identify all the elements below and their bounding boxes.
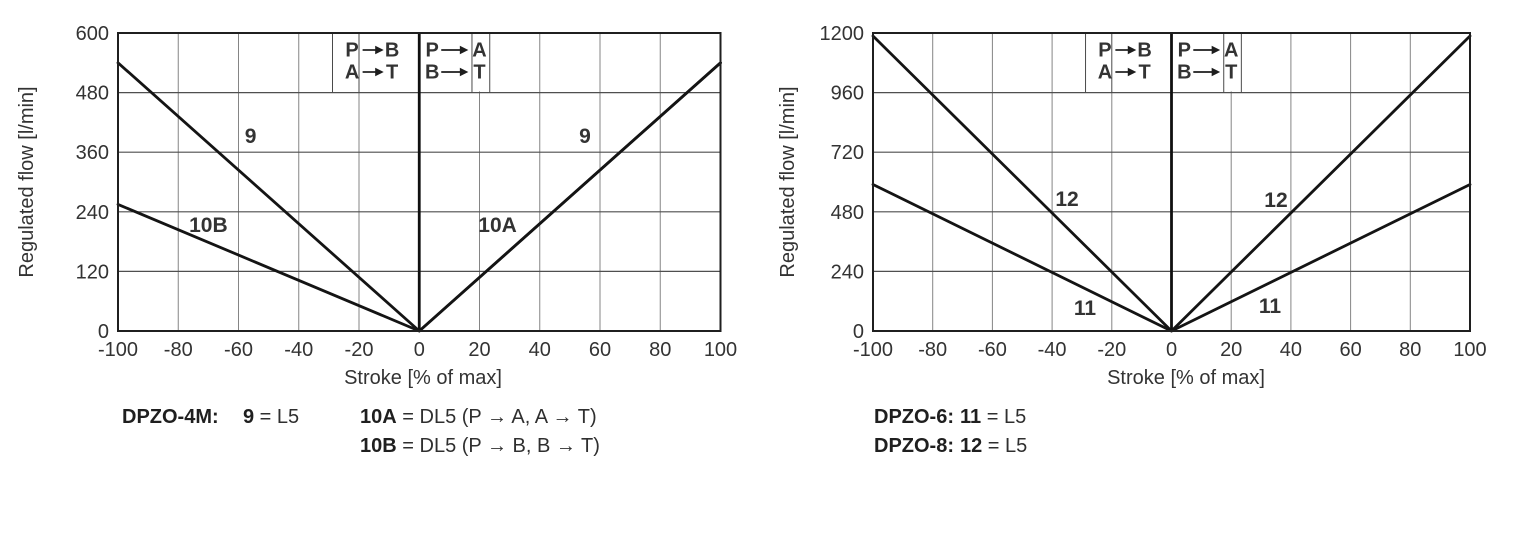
x-tick-label: -60 bbox=[224, 339, 253, 361]
legend-port-label: A bbox=[345, 62, 359, 84]
flow-arrow-head-icon bbox=[1127, 45, 1137, 55]
caption-curve-code: 12 bbox=[960, 435, 983, 457]
flow-arrow-head-icon bbox=[1211, 67, 1221, 77]
caption-curve-spool: = L5 bbox=[981, 406, 1027, 428]
legend-port-label: T bbox=[473, 62, 485, 84]
x-tick-label: 0 bbox=[414, 339, 425, 361]
x-tick-label: 0 bbox=[1166, 339, 1177, 361]
flow-arrow-head-icon bbox=[375, 45, 384, 55]
legend-port-label: T bbox=[1225, 62, 1237, 84]
x-tick-label: 80 bbox=[1399, 339, 1421, 361]
caption-dpzo-6-curve11: 11 = L5 bbox=[960, 405, 1026, 429]
x-tick-label: -80 bbox=[918, 339, 947, 361]
x-tick-label: -20 bbox=[345, 339, 374, 361]
caption-curve-code: 10B bbox=[360, 435, 397, 457]
caption-curve-spool: = DL5 (P → B, B → T) bbox=[396, 435, 600, 457]
flow-curve-10A bbox=[417, 61, 722, 333]
legend-port-label: A bbox=[1098, 62, 1112, 84]
y-tick-label: 0 bbox=[853, 321, 864, 343]
x-tick-label: -100 bbox=[98, 339, 138, 361]
y-tick-label: 240 bbox=[76, 202, 109, 224]
y-tick-label: 600 bbox=[76, 23, 109, 45]
x-tick-label: -80 bbox=[164, 339, 193, 361]
x-tick-label: 20 bbox=[1220, 339, 1242, 361]
flow-arrow-head-icon bbox=[1211, 45, 1221, 55]
x-tick-label: 80 bbox=[649, 339, 671, 361]
curve-label-10A: 10A bbox=[478, 214, 517, 237]
x-axis-title: Stroke [% of max] bbox=[344, 367, 502, 389]
caption-dpzo-6-model: DPZO-6: bbox=[874, 405, 954, 429]
flow-arrow-head-icon bbox=[375, 67, 384, 77]
legend-port-label: T bbox=[1139, 62, 1151, 84]
legend-port-label: B bbox=[1137, 40, 1151, 62]
caption-curve-code: 10A bbox=[360, 406, 397, 428]
legend-port-label: P bbox=[345, 40, 358, 62]
plot-border bbox=[872, 32, 1471, 332]
x-tick-label: -60 bbox=[978, 339, 1007, 361]
y-tick-label: 960 bbox=[831, 83, 864, 105]
x-tick-label: -40 bbox=[284, 339, 313, 361]
legend-port-label: P bbox=[1098, 40, 1111, 62]
y-tick-label: 1200 bbox=[820, 23, 865, 45]
y-tick-label: 120 bbox=[76, 261, 109, 283]
y-axis-title: Regulated flow [l/min] bbox=[777, 86, 799, 277]
y-tick-label: 360 bbox=[76, 142, 109, 164]
x-tick-label: 100 bbox=[704, 339, 737, 361]
flow-arrow-head-icon bbox=[459, 45, 469, 55]
x-tick-label: -40 bbox=[1038, 339, 1067, 361]
y-tick-label: 240 bbox=[831, 261, 864, 283]
x-tick-label: 60 bbox=[1339, 339, 1361, 361]
legend-port-label: P bbox=[1178, 40, 1191, 62]
caption-model-name: DPZO-4M: bbox=[122, 406, 219, 428]
legend-port-label: B bbox=[385, 40, 399, 62]
curve-label-9: 9 bbox=[245, 125, 257, 148]
plot-border bbox=[117, 32, 722, 332]
caption-dpzo-4m-curve10a: 10A = DL5 (P → A, A → T) bbox=[360, 405, 597, 429]
legend-port-label: A bbox=[1224, 40, 1238, 62]
y-tick-label: 720 bbox=[831, 142, 864, 164]
flow-arrow-head-icon bbox=[1127, 67, 1137, 77]
x-tick-label: 20 bbox=[468, 339, 490, 361]
x-tick-label: 100 bbox=[1453, 339, 1486, 361]
curve-label-12: 12 bbox=[1264, 189, 1287, 212]
legend-port-label: B bbox=[425, 62, 439, 84]
x-axis-title: Stroke [% of max] bbox=[1107, 367, 1265, 389]
x-tick-label: 40 bbox=[1280, 339, 1302, 361]
caption-curve-spool: = L5 bbox=[982, 435, 1028, 457]
caption-dpzo-8-curve12: 12 = L5 bbox=[960, 434, 1027, 458]
x-tick-label: 40 bbox=[529, 339, 551, 361]
caption-model-name: DPZO-6: bbox=[874, 406, 954, 428]
legend-port-label: P bbox=[426, 40, 439, 62]
y-tick-label: 480 bbox=[831, 202, 864, 224]
legend-port-label: B bbox=[1177, 62, 1191, 84]
legend-port-label: A bbox=[472, 40, 486, 62]
y-tick-label: 0 bbox=[98, 321, 109, 343]
curve-label-11: 11 bbox=[1259, 295, 1282, 318]
caption-curve-code: 9 bbox=[243, 406, 255, 428]
x-tick-label: -100 bbox=[853, 339, 893, 361]
caption-curve-code: 11 bbox=[960, 406, 982, 428]
flow-curve-10B bbox=[116, 202, 421, 333]
caption-model-name: DPZO-8: bbox=[874, 435, 954, 457]
y-tick-label: 480 bbox=[76, 83, 109, 105]
caption-dpzo-4m-model: DPZO-4M: bbox=[122, 405, 219, 429]
caption-dpzo-4m-curve9: 9 = L5 bbox=[243, 405, 299, 429]
x-tick-label: -20 bbox=[1097, 339, 1126, 361]
legend-port-label: T bbox=[386, 62, 398, 84]
caption-curve-spool: = DL5 (P → A, A → T) bbox=[396, 406, 597, 428]
curve-label-9: 9 bbox=[579, 125, 591, 148]
y-axis-title: Regulated flow [l/min] bbox=[16, 86, 38, 277]
x-tick-label: 60 bbox=[589, 339, 611, 361]
caption-dpzo-4m-curve10b: 10B = DL5 (P → B, B → T) bbox=[360, 434, 600, 458]
flow-arrow-head-icon bbox=[459, 67, 469, 77]
curve-label-11: 11 bbox=[1074, 297, 1097, 320]
curve-label-10B: 10B bbox=[189, 214, 228, 237]
caption-curve-spool: = L5 bbox=[254, 406, 300, 428]
curve-label-12: 12 bbox=[1055, 188, 1078, 211]
caption-dpzo-8-model: DPZO-8: bbox=[874, 434, 954, 458]
